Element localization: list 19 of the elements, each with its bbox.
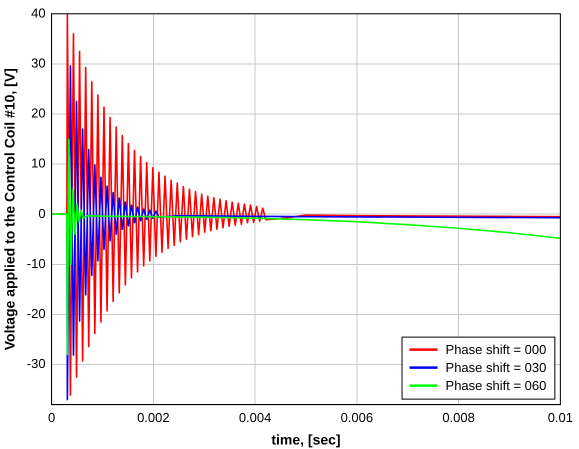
x-axis-title: time, [sec] <box>271 431 341 448</box>
legend-label: Phase shift = 030 <box>446 360 546 376</box>
y-tick-label: -30 <box>26 356 46 372</box>
y-tick-label: 20 <box>31 106 46 121</box>
y-axis-title: Voltage applied to the Control Coil #10, [V] <box>1 68 18 350</box>
y-tick-label: -10 <box>26 256 46 271</box>
y-tick-label: 40 <box>31 5 46 20</box>
x-tick-label: 0 <box>48 410 56 425</box>
y-tick-label: -20 <box>26 306 46 321</box>
y-tick-label: 10 <box>31 156 46 171</box>
x-tick-label: 0.008 <box>442 410 475 425</box>
y-tick-label: 0 <box>38 206 46 221</box>
y-tick-label: 30 <box>31 55 46 70</box>
x-tick-label: 0.006 <box>340 410 374 425</box>
x-tick-label: 0.004 <box>238 410 272 425</box>
x-tick-label: 0.01 <box>548 410 574 425</box>
x-tick-label: 0.002 <box>137 410 170 425</box>
legend-label: Phase shift = 060 <box>446 378 546 394</box>
legend-label: Phase shift = 000 <box>446 342 546 358</box>
